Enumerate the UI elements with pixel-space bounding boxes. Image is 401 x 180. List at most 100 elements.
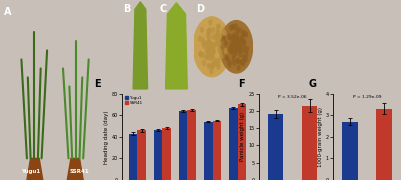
Bar [376,109,392,180]
Circle shape [208,36,211,41]
Circle shape [243,40,245,45]
Circle shape [218,35,221,40]
Circle shape [242,39,245,44]
Circle shape [199,51,202,56]
Circle shape [240,42,243,47]
Circle shape [235,39,238,44]
Circle shape [236,59,239,64]
Circle shape [232,43,235,48]
Circle shape [212,34,215,39]
Circle shape [236,33,239,38]
Circle shape [215,36,218,41]
Bar [179,111,187,180]
Circle shape [207,63,210,68]
Circle shape [232,39,235,44]
Circle shape [233,45,237,50]
Circle shape [202,41,205,46]
Circle shape [206,49,209,53]
Circle shape [222,31,225,36]
Circle shape [235,44,238,48]
Circle shape [245,32,247,37]
Polygon shape [27,158,43,180]
Circle shape [207,55,210,60]
Circle shape [241,33,244,38]
Circle shape [220,54,223,59]
Circle shape [236,45,239,50]
Circle shape [228,62,231,67]
Bar [204,122,213,180]
Circle shape [217,62,220,67]
Circle shape [237,43,240,48]
Circle shape [235,47,238,52]
Circle shape [232,34,235,39]
Polygon shape [166,3,187,89]
Circle shape [237,58,239,63]
Circle shape [210,69,213,74]
Circle shape [210,45,213,50]
Text: SSR41: SSR41 [70,169,89,174]
Circle shape [213,49,216,54]
Circle shape [212,42,215,47]
Circle shape [236,38,239,43]
Circle shape [211,49,214,54]
Circle shape [235,44,238,48]
Text: E: E [93,79,100,89]
Circle shape [207,42,210,47]
Bar [213,121,221,180]
Text: Yugu1: Yugu1 [21,169,40,174]
Circle shape [217,30,220,35]
Circle shape [207,31,210,35]
Circle shape [206,47,209,52]
Circle shape [213,61,216,66]
Circle shape [198,36,201,41]
Circle shape [235,41,237,46]
Circle shape [207,43,211,48]
Bar [187,110,196,180]
Circle shape [228,60,231,65]
Circle shape [234,43,237,48]
Circle shape [232,56,235,61]
Circle shape [203,43,206,48]
Circle shape [232,25,235,29]
Circle shape [246,47,249,51]
Circle shape [229,43,232,48]
Circle shape [217,65,220,69]
Circle shape [239,52,242,57]
Circle shape [200,28,203,32]
Text: G: G [309,79,317,89]
Circle shape [207,43,209,48]
Circle shape [223,36,225,40]
Circle shape [213,62,215,67]
Circle shape [210,48,213,52]
Circle shape [234,42,237,46]
Circle shape [233,60,236,65]
Circle shape [207,33,209,38]
Circle shape [220,21,253,73]
Circle shape [243,55,246,59]
Bar [129,134,137,180]
Circle shape [228,34,231,39]
Circle shape [207,40,210,44]
Circle shape [212,28,215,32]
Circle shape [235,24,237,29]
Circle shape [238,44,241,49]
Circle shape [209,64,212,68]
Circle shape [243,58,246,62]
Y-axis label: Panicle weight (g): Panicle weight (g) [241,112,245,161]
Circle shape [218,48,221,52]
Circle shape [202,38,205,43]
Text: P = 1.29e-09: P = 1.29e-09 [352,95,381,99]
Circle shape [217,30,219,35]
Y-axis label: 1000-grain weight (g): 1000-grain weight (g) [318,107,323,167]
Circle shape [225,41,227,46]
Circle shape [225,56,228,60]
Circle shape [240,60,243,65]
Circle shape [209,41,212,46]
Circle shape [236,41,239,46]
Circle shape [215,42,217,47]
Circle shape [210,44,213,49]
Circle shape [245,52,248,56]
Circle shape [230,48,233,53]
Circle shape [210,45,213,50]
Text: P = 3.52e-06: P = 3.52e-06 [278,95,307,99]
